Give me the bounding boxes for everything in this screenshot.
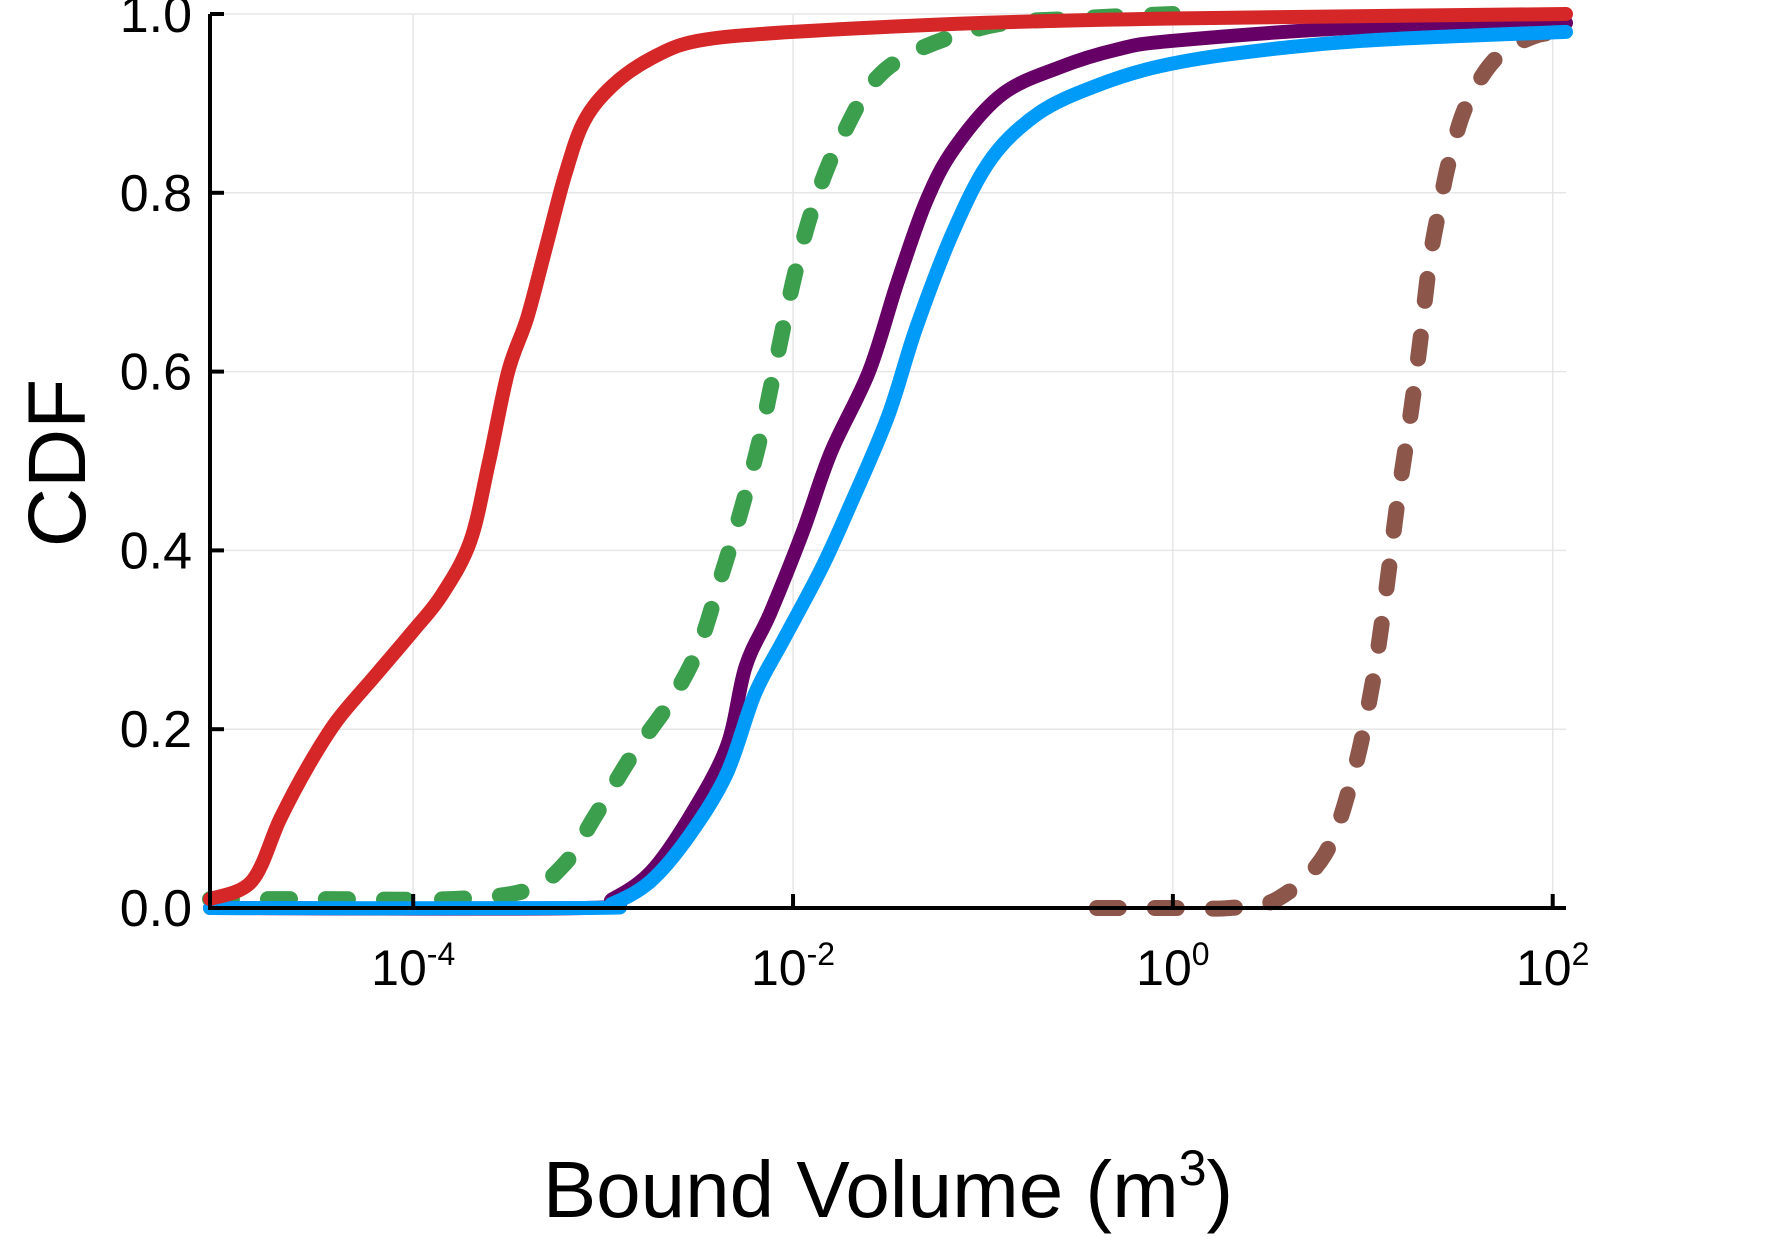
x-axis-title-main: Bound Volume (m	[543, 1145, 1179, 1234]
x-axis-title-superscript: 3	[1179, 1140, 1207, 1196]
y-tick-label-3: 0.6	[120, 344, 192, 402]
y-tick-label-2: 0.4	[120, 522, 192, 580]
x-axis-title: Bound Volume (m3)	[543, 1140, 1233, 1234]
axes	[208, 12, 1566, 910]
x-tick-label-0: 10-4	[371, 936, 455, 996]
y-tick-label-0: 0.0	[120, 880, 192, 938]
series-green-line	[202, 6, 1181, 908]
series-red-line	[203, 7, 1573, 907]
x-axis-title-close: )	[1207, 1145, 1234, 1234]
y-axis-title: CDF	[12, 379, 103, 548]
y-tick-label-4: 0.8	[120, 165, 192, 223]
x-tick-label-2: 100	[1136, 936, 1209, 996]
x-tick-label-1: 10-2	[751, 936, 835, 996]
series-blue-line	[203, 24, 1573, 916]
y-tick-label-1: 0.2	[120, 701, 192, 759]
x-tick-label-3: 102	[1516, 936, 1589, 996]
tick-labels: 0.0 0.2 0.4 0.6 0.8 1.0 10-4 10-2 100 102	[120, 0, 1590, 996]
y-tick-label-5: 1.0	[120, 0, 192, 44]
